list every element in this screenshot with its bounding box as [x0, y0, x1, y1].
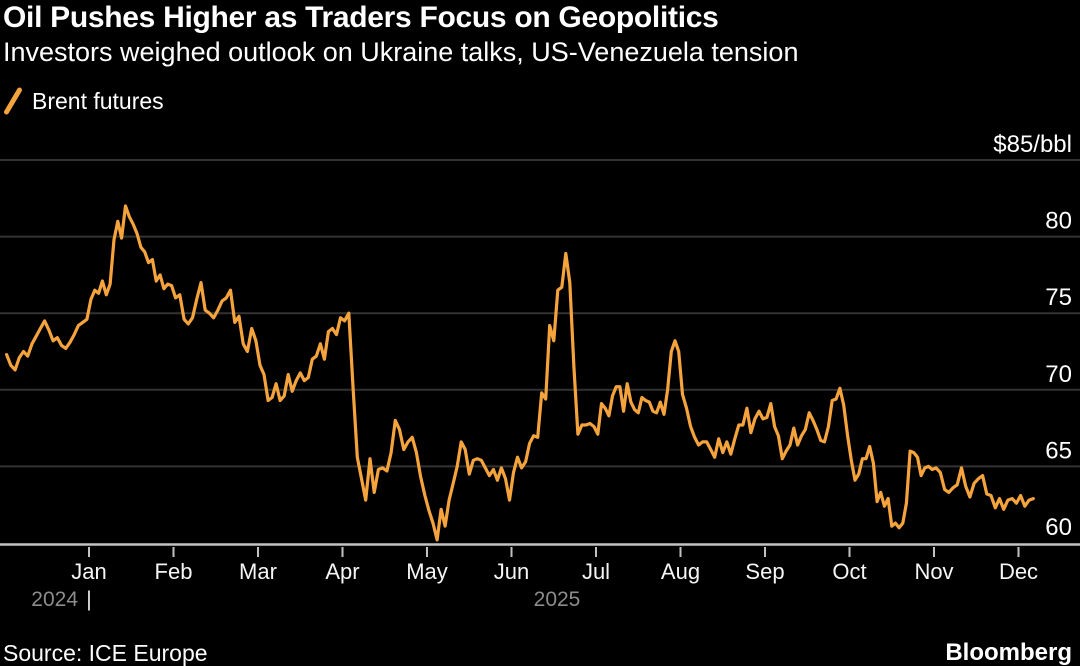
legend: Brent futures: [3, 86, 164, 116]
page-subtitle: Investors weighed outlook on Ukraine tal…: [3, 37, 799, 67]
month-label: Sep: [745, 559, 784, 584]
month-label: Nov: [914, 559, 953, 584]
y-axis-label: 70: [1045, 361, 1072, 388]
month-label: May: [406, 559, 448, 584]
price-line: [4, 204, 1035, 542]
source-note: Source: ICE Europe: [3, 640, 208, 666]
month-label: Oct: [832, 559, 866, 584]
y-axis-label: 65: [1045, 437, 1072, 464]
year-label-2025: 2025: [534, 588, 581, 611]
month-label: Apr: [325, 559, 359, 584]
y-axis-label: $85/bbl: [993, 131, 1072, 158]
y-axis-label: 75: [1045, 284, 1072, 311]
bloomberg-logo: Bloomberg: [945, 639, 1072, 666]
month-label: Dec: [999, 559, 1038, 584]
month-label: Jun: [494, 559, 529, 584]
year-label-2024: 2024: [31, 588, 78, 611]
orange-slash-icon: [4, 87, 22, 115]
page-title: Oil Pushes Higher as Traders Focus on Ge…: [3, 1, 719, 34]
month-label: Jul: [582, 559, 610, 584]
month-label: Mar: [239, 559, 277, 584]
y-axis-label: 80: [1045, 208, 1072, 235]
month-label: Aug: [661, 559, 700, 584]
year-divider: |: [86, 588, 91, 611]
month-label: Jan: [71, 559, 106, 584]
month-label: Feb: [155, 559, 193, 584]
legend-item-label: Brent futures: [32, 87, 164, 114]
y-axis-label: 60: [1045, 514, 1072, 541]
